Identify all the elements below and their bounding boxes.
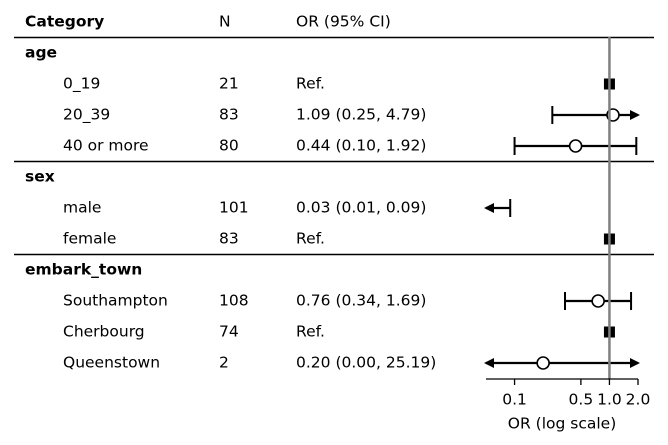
row-label: female [63, 230, 116, 248]
row-or-ci: Ref. [296, 75, 325, 93]
row-n: 101 [219, 199, 249, 217]
row-n: 83 [219, 230, 239, 248]
group-label: embark_town [25, 261, 142, 279]
row-or-ci: 0.03 (0.01, 0.09) [296, 199, 426, 217]
row-label: 40 or more [63, 137, 149, 155]
row-n: 21 [219, 75, 239, 93]
or-point [591, 294, 605, 308]
x-axis-label: OR (log scale) [508, 415, 617, 433]
header-n: N [219, 13, 231, 31]
group-label: age [25, 44, 57, 62]
row-label: 20_39 [63, 106, 110, 125]
row-n: 83 [219, 106, 239, 124]
row-label: Cherbourg [63, 323, 145, 341]
row-label: Queenstown [63, 354, 160, 372]
row-label: Southampton [63, 292, 168, 310]
row-or-ci: Ref. [296, 230, 325, 248]
or-point [568, 139, 583, 153]
row-or-ci: 1.09 (0.25, 4.79) [296, 106, 426, 124]
row-or-ci: 0.76 (0.34, 1.69) [296, 292, 426, 310]
x-tick-label: 1.0 [597, 391, 622, 409]
x-tick-label: 0.1 [502, 391, 527, 409]
ci-arrow-left [484, 358, 494, 368]
ci-arrow-left [484, 203, 494, 213]
header-or-ci: OR (95% CI) [296, 13, 391, 31]
table-text: Category N OR (95% CI) age 0_19 21 Ref. 20_39 83… [25, 13, 436, 372]
row-or-ci: 0.44 (0.10, 1.92) [296, 137, 426, 155]
row-n: 2 [219, 354, 229, 372]
header-category: Category [25, 13, 104, 31]
group-label: sex [25, 168, 55, 186]
row-or-ci: 0.20 (0.00, 25.19) [296, 354, 436, 372]
ci-arrow-right [630, 358, 640, 368]
x-tick-label: 0.5 [569, 391, 594, 409]
row-label: male [63, 199, 101, 217]
row-n: 80 [219, 137, 239, 155]
plot-area: 0.1 0.5 1.0 2.0 OR (log scale) [484, 36, 651, 433]
row-n: 108 [219, 292, 249, 310]
or-point [536, 356, 550, 370]
row-n: 74 [219, 323, 239, 341]
x-tick-label: 2.0 [626, 391, 651, 409]
separator-lines [14, 36, 654, 256]
row-label: 0_19 [63, 75, 100, 94]
ci-arrow-right [630, 110, 640, 120]
row-or-ci: Ref. [296, 323, 325, 341]
